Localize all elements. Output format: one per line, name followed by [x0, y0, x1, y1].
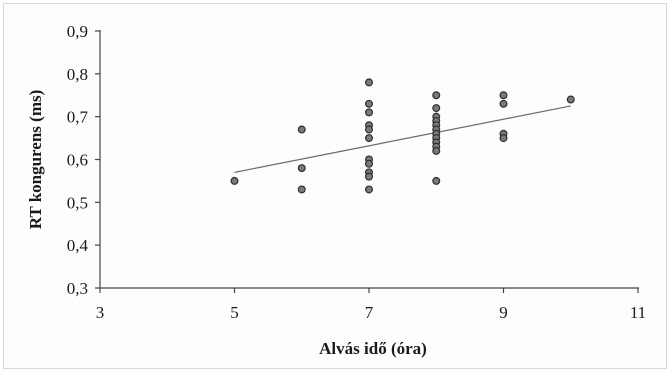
data-point: [365, 125, 374, 134]
data-point: [432, 146, 441, 155]
y-tick-label: 0,7: [67, 108, 89, 127]
x-tick-label: 11: [630, 303, 646, 322]
x-axis-title: Alvás idő (óra): [319, 339, 427, 358]
data-point: [365, 108, 374, 117]
data-points: [230, 78, 575, 194]
data-point: [365, 172, 374, 181]
data-point: [365, 78, 374, 87]
y-tick-label: 0,9: [67, 22, 88, 41]
x-axis-ticks: 3 5 7 9 11: [96, 288, 646, 322]
y-axis-ticks: 0,3 0,4 0,5 0,6 0,7 0,8 0,9: [67, 22, 100, 298]
y-axis-title: RT kongurens (ms): [26, 90, 45, 230]
data-point: [297, 185, 306, 194]
data-point: [432, 176, 441, 185]
data-point: [365, 159, 374, 168]
y-tick-label: 0,5: [67, 193, 88, 212]
chart-frame: [3, 3, 667, 369]
y-tick-label: 0,8: [67, 65, 88, 84]
x-tick-label: 7: [365, 303, 374, 322]
data-point: [499, 99, 508, 108]
data-point: [499, 134, 508, 143]
x-tick-label: 3: [96, 303, 105, 322]
data-point: [230, 176, 239, 185]
data-point: [297, 125, 306, 134]
data-point: [365, 185, 374, 194]
y-tick-label: 0,4: [67, 236, 89, 255]
y-tick-label: 0,3: [67, 279, 88, 298]
x-tick-label: 9: [499, 303, 508, 322]
data-point: [499, 91, 508, 100]
trend-line: [234, 105, 571, 173]
data-point: [432, 104, 441, 113]
y-tick-label: 0,6: [67, 151, 88, 170]
data-point: [365, 99, 374, 108]
data-point: [297, 164, 306, 173]
data-point: [365, 134, 374, 143]
data-point: [566, 95, 575, 104]
x-tick-label: 5: [230, 303, 239, 322]
data-point: [432, 91, 441, 100]
